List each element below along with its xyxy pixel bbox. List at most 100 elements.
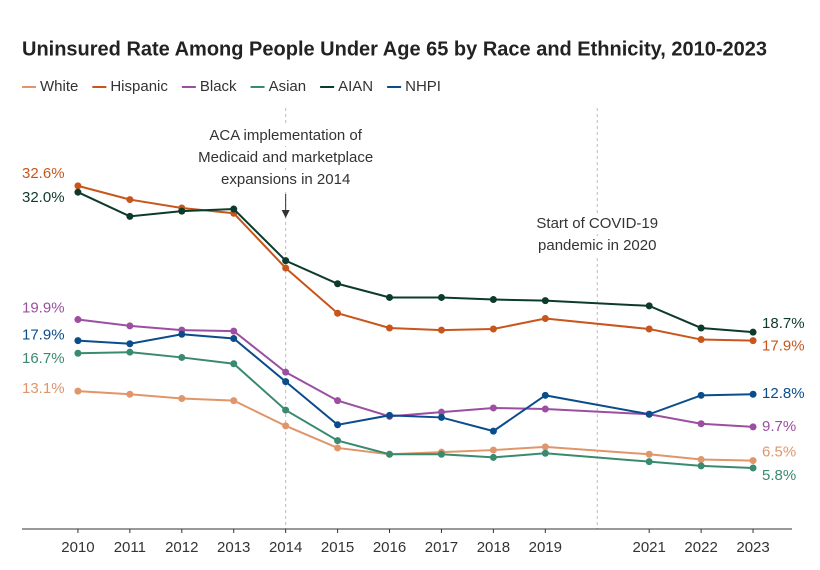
data-point <box>386 324 394 332</box>
data-point <box>541 449 549 457</box>
data-point <box>178 353 186 361</box>
data-label: 17.9% <box>762 338 805 355</box>
data-point <box>126 340 134 348</box>
data-point <box>74 188 82 196</box>
data-point <box>749 328 757 336</box>
data-point <box>230 360 238 368</box>
data-label: 12.8% <box>762 385 805 402</box>
data-point <box>749 423 757 431</box>
data-point <box>126 212 134 220</box>
annotation-bg <box>180 148 391 168</box>
annotation-text: pandemic in 2020 <box>538 237 656 254</box>
data-point <box>489 296 497 304</box>
data-point <box>334 421 342 429</box>
data-point <box>645 410 653 418</box>
data-point <box>697 336 705 344</box>
data-point <box>126 348 134 356</box>
data-label: 32.0% <box>22 189 65 206</box>
data-point <box>437 413 445 421</box>
data-point <box>386 293 394 301</box>
data-point <box>282 264 290 272</box>
data-point <box>749 390 757 398</box>
x-tick-label: 2022 <box>684 539 717 556</box>
annotation-arrowhead <box>281 210 290 218</box>
legend-label: NHPI <box>405 78 441 95</box>
data-point <box>489 446 497 454</box>
data-point <box>489 404 497 412</box>
data-point <box>282 257 290 265</box>
data-label: 18.7% <box>762 315 805 332</box>
data-point <box>697 462 705 470</box>
x-tick-label: 2016 <box>373 539 406 556</box>
data-point <box>541 443 549 451</box>
data-point <box>749 457 757 465</box>
data-point <box>178 330 186 338</box>
data-point <box>126 390 134 398</box>
data-point <box>282 368 290 376</box>
data-point <box>749 337 757 345</box>
data-point <box>437 450 445 458</box>
data-point <box>645 325 653 333</box>
data-point <box>541 297 549 305</box>
x-tick-label: 2017 <box>425 539 458 556</box>
data-point <box>126 322 134 330</box>
data-point <box>230 334 238 342</box>
series-line <box>77 390 754 462</box>
data-point <box>334 280 342 288</box>
annotation-text: ACA implementation of <box>209 127 362 144</box>
data-point <box>230 327 238 335</box>
x-tick-label: 2023 <box>736 539 769 556</box>
data-point <box>74 316 82 324</box>
x-tick-label: 2011 <box>114 539 146 556</box>
data-label: 19.9% <box>22 300 65 317</box>
annotation-text: Start of COVID-19 <box>536 215 658 232</box>
annotation-text: Medicaid and marketplace <box>198 149 373 166</box>
data-point <box>697 324 705 332</box>
x-tick-label: 2010 <box>61 539 94 556</box>
data-point <box>386 411 394 419</box>
data-point <box>541 315 549 322</box>
annotation-bg <box>180 126 391 146</box>
legend-label: Black <box>200 78 237 95</box>
data-point <box>334 437 342 445</box>
x-tick-label: 2014 <box>269 539 302 556</box>
data-point <box>489 325 497 333</box>
data-label: 6.5% <box>762 444 796 461</box>
data-point <box>541 391 549 399</box>
data-point <box>230 397 238 405</box>
chart-title: Uninsured Rate Among People Under Age 65… <box>22 38 767 60</box>
data-point <box>230 205 238 213</box>
x-tick-label: 2015 <box>321 539 354 556</box>
data-point <box>489 427 497 435</box>
data-point <box>334 397 342 405</box>
data-point <box>697 391 705 399</box>
legend-label: Asian <box>269 78 307 95</box>
data-point <box>437 293 445 301</box>
data-label: 17.9% <box>22 327 65 344</box>
data-point <box>126 196 134 204</box>
data-point <box>178 394 186 402</box>
annotation-text: expansions in 2014 <box>221 171 350 188</box>
annotation-bg <box>492 214 703 234</box>
x-tick-label: 2021 <box>632 539 665 556</box>
data-point <box>282 406 290 414</box>
data-point <box>386 450 394 458</box>
data-point <box>178 207 186 215</box>
data-point <box>645 458 653 466</box>
data-point <box>697 420 705 428</box>
x-tick-label: 2018 <box>477 539 510 556</box>
data-label: 5.8% <box>762 467 796 484</box>
annotation-bg <box>180 170 391 190</box>
data-point <box>437 326 445 334</box>
x-tick-label: 2013 <box>217 539 250 556</box>
data-point <box>334 444 342 452</box>
data-point <box>697 456 705 464</box>
data-point <box>74 349 82 357</box>
data-point <box>645 302 653 310</box>
data-point <box>282 422 290 430</box>
data-point <box>282 378 290 386</box>
data-point <box>541 405 549 413</box>
data-point <box>749 464 757 472</box>
data-point <box>334 309 342 317</box>
